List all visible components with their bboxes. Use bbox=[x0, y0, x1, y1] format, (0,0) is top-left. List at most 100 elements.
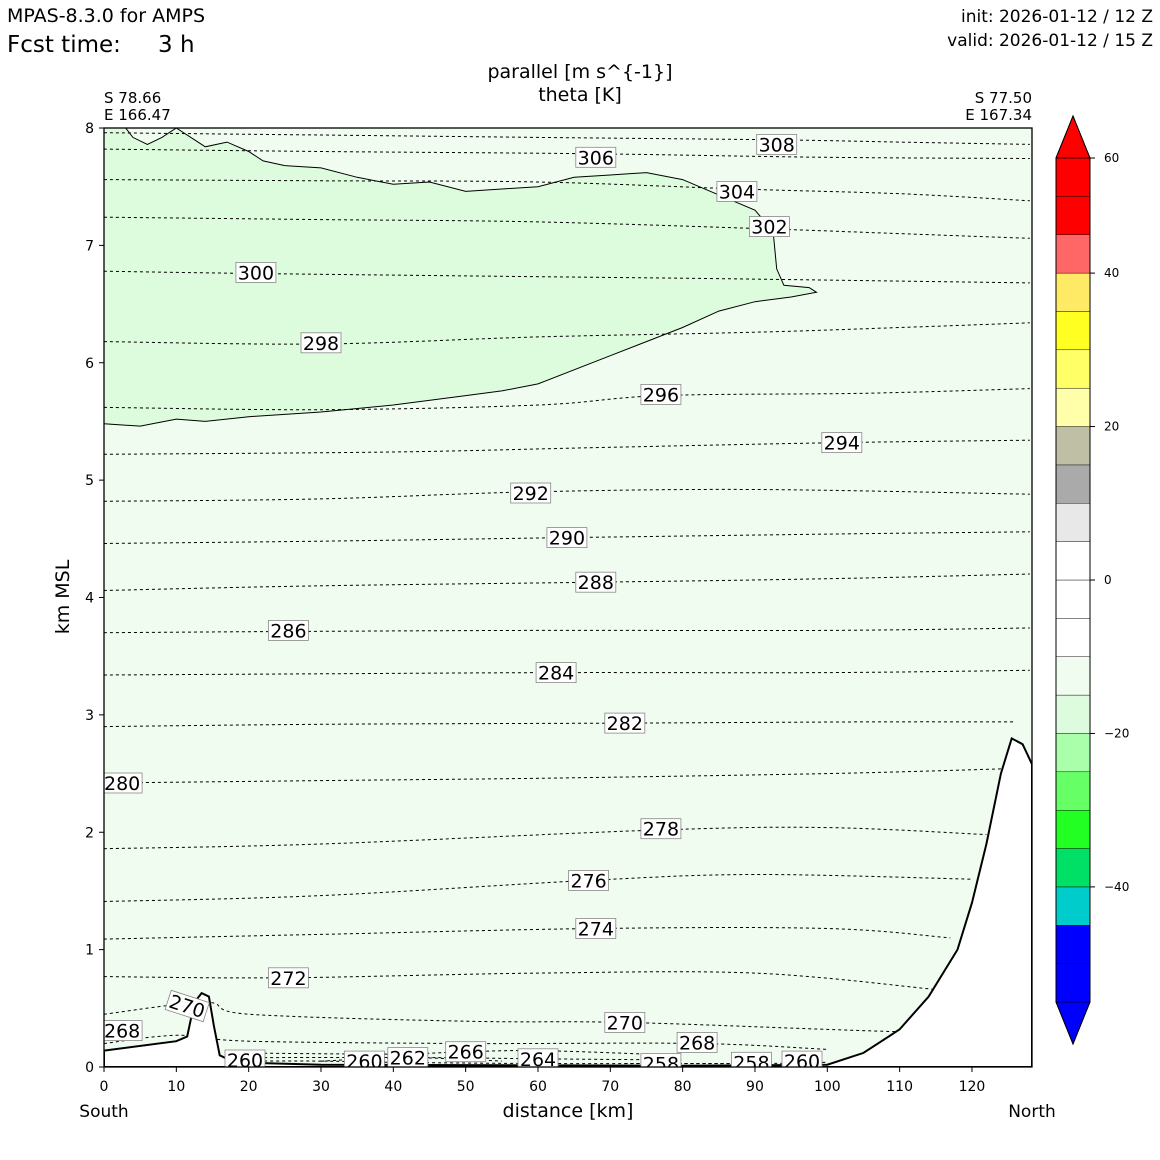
theta-label-extra-1-box bbox=[104, 1020, 143, 1041]
colorbar-level-7 bbox=[1055, 694, 1091, 734]
x-tick-label-80: 80 bbox=[674, 1079, 692, 1095]
y-tick-label-4: 4 bbox=[85, 591, 94, 607]
isoline-260 bbox=[234, 1060, 828, 1065]
x-tick-label-0: 0 bbox=[100, 1079, 109, 1095]
isoline-300 bbox=[104, 270, 1030, 284]
isoline-302 bbox=[104, 216, 1030, 239]
theta-label-300: 300 bbox=[235, 261, 277, 284]
theta-label-280-box bbox=[104, 772, 143, 794]
isoline-306 bbox=[104, 148, 1030, 159]
theta-label-extra-4-text: 260 bbox=[784, 1051, 820, 1073]
theta-label-278-text: 278 bbox=[643, 819, 679, 841]
colorbar-tick-label-5: −40 bbox=[1104, 880, 1129, 894]
isoline-278 bbox=[104, 826, 987, 850]
theta-label-274-box bbox=[575, 918, 617, 939]
theta-label-270-box bbox=[604, 1012, 646, 1033]
theta-label-302-box bbox=[749, 216, 790, 238]
theta-label-262-box bbox=[387, 1047, 429, 1067]
theta-label-280-text: 280 bbox=[104, 773, 140, 795]
theta-label-300-box bbox=[235, 261, 277, 283]
colorbar-under-arrow bbox=[1055, 1001, 1091, 1046]
right-direction-label: North bbox=[1008, 1102, 1056, 1122]
isoline-304 bbox=[104, 179, 1030, 202]
theta-label-282-box bbox=[604, 712, 646, 734]
isoline-272 bbox=[104, 971, 936, 990]
colorbar-level-1 bbox=[1055, 925, 1091, 964]
theta-label-268-text: 268 bbox=[679, 1032, 715, 1054]
theta-label-298-text: 298 bbox=[303, 333, 339, 355]
colorbar-level-2 bbox=[1055, 886, 1091, 926]
theta-label-280: 280 bbox=[104, 772, 143, 795]
theta-label-308-text: 308 bbox=[759, 134, 795, 156]
theta-label-276-text: 276 bbox=[570, 870, 606, 892]
theta-label-264: 264 bbox=[517, 1048, 559, 1067]
y-tick-label-6: 6 bbox=[85, 356, 94, 372]
theta-label-294-text: 294 bbox=[824, 433, 860, 455]
colorbar-tick-label-4: −20 bbox=[1104, 726, 1129, 740]
theta-label-294-box bbox=[821, 432, 863, 454]
init-time: init: 2026-01-12 / 12 Z bbox=[961, 7, 1153, 27]
colorbar-level-17 bbox=[1055, 311, 1091, 351]
colorbar-level-9 bbox=[1055, 618, 1091, 657]
left-direction-label: South bbox=[79, 1102, 128, 1122]
theta-label-extra-3: 258 bbox=[731, 1051, 772, 1074]
theta-label-296: 296 bbox=[640, 383, 682, 406]
colorbar-level-12 bbox=[1055, 503, 1091, 542]
theta-label-286-text: 286 bbox=[270, 620, 306, 642]
isoline-276 bbox=[104, 873, 973, 902]
theta-label-258-box bbox=[640, 1053, 682, 1067]
model-title: MPAS-8.3.0 for AMPS bbox=[7, 5, 205, 27]
theta-label-286: 286 bbox=[267, 620, 309, 642]
theta-label-308: 308 bbox=[756, 133, 798, 156]
wind-shading-region bbox=[104, 128, 818, 427]
theta-label-304-box bbox=[716, 180, 758, 202]
right-endpoint-lat: S 77.50 bbox=[975, 89, 1032, 107]
colorbar-tick-label-3: 0 bbox=[1104, 573, 1112, 587]
y-tick-label-1: 1 bbox=[85, 943, 94, 959]
x-tick-label-60: 60 bbox=[529, 1079, 547, 1095]
colorbar-level-11 bbox=[1055, 541, 1091, 581]
theta-label-extra-0-box bbox=[164, 989, 210, 1023]
theta-label-272: 272 bbox=[267, 967, 309, 990]
y-tick-label-5: 5 bbox=[85, 473, 94, 489]
theta-label-extra-2-text: 260 bbox=[227, 1050, 263, 1072]
theta-label-extra-3-box bbox=[731, 1051, 772, 1067]
theta-label-260-text: 260 bbox=[346, 1051, 382, 1073]
x-tick-label-120: 120 bbox=[959, 1079, 986, 1095]
isoline-298 bbox=[104, 322, 1030, 345]
colorbar: 60 40 20 0 −20 −40 bbox=[1055, 114, 1129, 1046]
theta-label-276: 276 bbox=[568, 870, 609, 892]
x-tick-label-100: 100 bbox=[814, 1079, 841, 1095]
x-tick-label-40: 40 bbox=[384, 1079, 402, 1095]
colorbar-tick-label-0: 60 bbox=[1104, 151, 1119, 165]
theta-label-298-box bbox=[300, 332, 342, 354]
theta-label-276-box bbox=[568, 870, 609, 891]
fcst-time-value: 3 h bbox=[158, 32, 195, 58]
theta-label-272-text: 272 bbox=[270, 968, 306, 990]
isoline-294 bbox=[104, 439, 1030, 455]
theta-label-260-box bbox=[343, 1050, 385, 1067]
colorbar-level-13 bbox=[1055, 464, 1091, 504]
x-axis: 0 10 20 30 40 50 60 70 80 90 100 110 120 bbox=[100, 1067, 986, 1095]
theta-label-296-text: 296 bbox=[643, 384, 679, 406]
isoline-288 bbox=[104, 573, 1030, 591]
colorbar-over-arrow bbox=[1055, 114, 1091, 159]
y-tick-label-0: 0 bbox=[85, 1060, 94, 1076]
right-endpoint-lon: E 167.34 bbox=[965, 106, 1032, 124]
theta-label-288-text: 288 bbox=[578, 572, 614, 594]
theta-label-290-text: 290 bbox=[549, 528, 585, 550]
y-tick-label-7: 7 bbox=[85, 238, 94, 254]
theta-label-302: 302 bbox=[749, 216, 790, 239]
y-tick-label-2: 2 bbox=[85, 825, 94, 841]
theta-label-extra-2: 260 bbox=[224, 1049, 266, 1072]
theta-label-266: 266 bbox=[445, 1041, 487, 1064]
left-endpoint-lat: S 78.66 bbox=[104, 89, 161, 107]
theta-labels: 308 306 304 302 300 298 296 294 292 290 288 286 284 2… bbox=[104, 133, 863, 1074]
theta-label-extra-1: 268 bbox=[104, 1020, 143, 1043]
theta-label-304-text: 304 bbox=[719, 181, 755, 203]
theta-label-274: 274 bbox=[575, 918, 617, 941]
isoline-280 bbox=[104, 768, 1001, 784]
fcst-time-label: Fcst time: bbox=[7, 32, 121, 58]
theta-label-extra-3-text: 258 bbox=[733, 1052, 769, 1074]
